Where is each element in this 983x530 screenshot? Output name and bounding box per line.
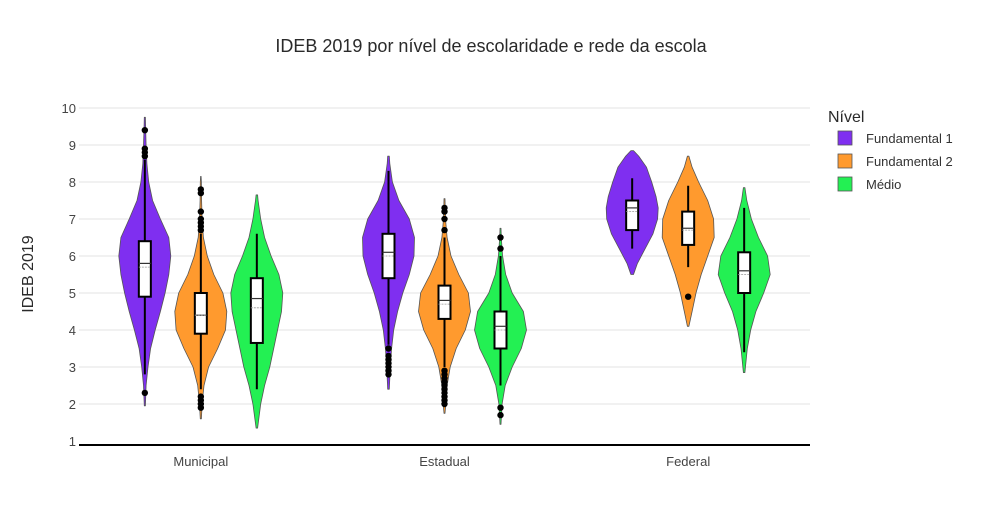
legend-item-fundamental-1[interactable]: Fundamental 1: [837, 130, 953, 146]
y-tick-label: 1: [69, 434, 76, 449]
violin-outlier-point: [441, 367, 448, 374]
y-tick-label: 6: [69, 249, 76, 264]
violin-iqr-box: [193, 292, 208, 335]
violin-iqr-box: [625, 199, 640, 232]
violin-outlier-point: [497, 234, 504, 241]
violin-outlier-point: [441, 226, 448, 234]
legend[interactable]: Nível Fundamental 1 Fundamental 2 Médio: [828, 109, 953, 192]
violin-outlier-point: [441, 215, 448, 223]
violin-outlier-point: [684, 293, 692, 300]
violin-outlier-point: [385, 345, 392, 352]
legend-label: Fundamental 1: [866, 131, 953, 146]
violin-outlier-point: [141, 127, 149, 134]
violin-outlier-point: [497, 404, 504, 411]
violin-outlier-point: [441, 204, 448, 212]
violin-fundamental-2-federal: [661, 155, 715, 327]
y-tick-label: 9: [69, 138, 76, 153]
y-tick-label: 2: [69, 397, 76, 412]
x-tick-label: Estadual: [419, 454, 470, 469]
legend-label: Fundamental 2: [866, 154, 953, 169]
violin-médio-municipal: [230, 194, 284, 429]
x-tick-label: Municipal: [173, 454, 228, 469]
violin-outlier-point: [141, 145, 149, 152]
legend-swatch: [837, 130, 853, 146]
violins-layer: [118, 116, 771, 429]
violin-outlier-point: [197, 208, 205, 215]
violin-outlier-point: [497, 411, 504, 419]
chart-title: IDEB 2019 por nível de escolaridade e re…: [275, 36, 707, 56]
violin-médio-estadual: [474, 227, 527, 425]
x-tick-label: Federal: [666, 454, 710, 469]
violin-outlier-point: [197, 393, 205, 400]
y-tick-label: 3: [69, 360, 76, 375]
legend-swatch: [837, 153, 853, 169]
violin-iqr-box: [737, 251, 752, 295]
legend-item-fundamental-2[interactable]: Fundamental 2: [837, 153, 953, 169]
y-tick-label: 8: [69, 175, 76, 190]
violin-fundamental-2-estadual: [418, 198, 471, 414]
violin-iqr-box: [437, 284, 452, 320]
legend-item-médio[interactable]: Médio: [837, 176, 901, 192]
y-tick-label: 10: [62, 101, 76, 116]
y-tick-labels: 1 2 3 4 5 6 7 8 9 10: [62, 101, 76, 449]
violin-outlier-point: [197, 186, 205, 193]
legend-swatch: [837, 176, 853, 192]
y-tick-label: 5: [69, 286, 76, 301]
y-axis-label: IDEB 2019: [20, 235, 37, 312]
violin-outlier-point: [141, 389, 149, 397]
violin-fundamental-2-municipal: [174, 176, 228, 420]
legend-label: Médio: [866, 177, 901, 192]
y-tick-label: 4: [69, 323, 76, 338]
violin-médio-federal: [717, 187, 771, 373]
violin-outlier-point: [497, 245, 504, 252]
violin-outlier-point: [197, 215, 205, 223]
x-tick-labels: Municipal Estadual Federal: [173, 454, 710, 469]
violin-fundamental-1-estadual: [362, 155, 415, 390]
legend-title: Nível: [828, 109, 864, 126]
violin-iqr-box: [137, 240, 152, 298]
violin-outlier-point: [385, 352, 392, 360]
violin-fundamental-1-federal: [605, 150, 659, 275]
y-tick-label: 7: [69, 212, 76, 227]
violin-fundamental-1-municipal: [118, 116, 172, 407]
violin-iqr-box: [249, 277, 264, 344]
